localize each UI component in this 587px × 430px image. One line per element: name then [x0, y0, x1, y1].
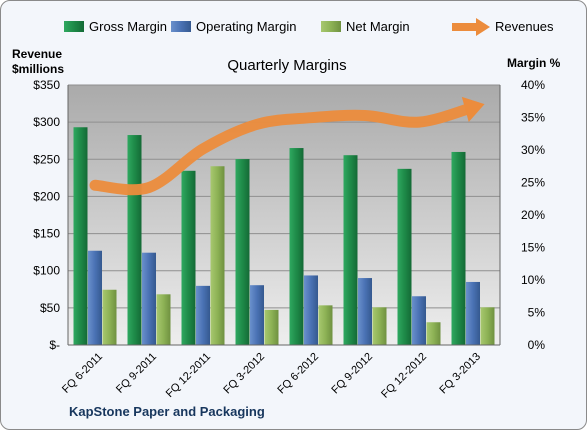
right-tick-label: 0% [528, 338, 546, 352]
x-tick-label: FQ 3-2013 [437, 351, 483, 397]
bar-gross-margin-fq-9-2012 [343, 155, 358, 345]
x-tick-label: FQ 9-2011 [114, 351, 159, 396]
legend-swatch-net-margin [321, 21, 341, 32]
x-tick-label: FQ 6-2012 [275, 351, 321, 397]
legend-swatch-operating-margin [171, 21, 191, 32]
left-tick-label: $250 [33, 152, 60, 166]
bar-net-margin-fq-6-2012 [318, 305, 333, 345]
x-tick-label: FQ 6-2011 [60, 351, 105, 396]
bar-gross-margin-fq-3-2012 [235, 159, 250, 345]
left-tick-label: $200 [33, 189, 60, 203]
right-tick-label: 35% [521, 111, 545, 125]
legend-label-gross-margin: Gross Margin [89, 19, 167, 34]
left-tick-label: $150 [33, 227, 60, 241]
right-tick-label: 10% [521, 273, 545, 287]
bar-net-margin-fq-12-2012 [426, 322, 441, 345]
right-tick-label: 25% [521, 176, 545, 190]
bar-operating-margin-fq-12-2011 [196, 285, 210, 345]
legend-label-operating-margin: Operating Margin [196, 19, 296, 34]
x-tick-label: FQ 12-2011 [164, 351, 213, 400]
right-tick-label: 15% [521, 241, 545, 255]
revenue-line-layer [89, 96, 485, 196]
left-tick-label: $- [49, 338, 60, 352]
bar-operating-margin-fq-3-2013 [466, 281, 480, 345]
chart-title: Quarterly Margins [227, 57, 346, 74]
bar-operating-margin-fq-3-2012 [250, 285, 264, 345]
bar-net-margin-fq-3-2012 [264, 309, 279, 345]
left-axis-label-line1: Revenue [12, 47, 62, 61]
revenue-line [89, 101, 479, 196]
bar-operating-margin-fq-6-2011 [88, 250, 102, 345]
bar-operating-margin-fq-9-2011 [142, 252, 156, 345]
bar-net-margin-fq-9-2012 [372, 307, 387, 345]
bar-gross-margin-fq-12-2011 [181, 170, 196, 345]
x-tick-label: FQ 9-2012 [329, 351, 375, 397]
right-axis-label: Margin % [507, 56, 561, 70]
legend-label-revenues: Revenues [495, 19, 554, 34]
legend-label-net-margin: Net Margin [346, 19, 410, 34]
left-tick-label: $50 [40, 301, 60, 315]
legend-swatch-gross-margin [64, 21, 84, 32]
x-tick-label: FQ 12-2012 [379, 351, 429, 401]
bar-net-margin-fq-3-2013 [480, 307, 495, 345]
left-tick-label: $300 [33, 115, 60, 129]
bar-net-margin-fq-9-2011 [156, 294, 171, 345]
left-tick-label: $100 [33, 264, 60, 278]
bar-gross-margin-fq-9-2011 [127, 135, 142, 345]
right-tick-label: 40% [521, 78, 545, 92]
bar-net-margin-fq-6-2011 [102, 289, 117, 345]
bar-gross-margin-fq-12-2012 [397, 168, 412, 345]
company-name: KapStone Paper and Packaging [69, 404, 265, 419]
bar-gross-margin-fq-6-2011 [73, 127, 88, 345]
right-tick-label: 30% [521, 143, 545, 157]
revenue-arrowhead [461, 96, 485, 122]
bars-layer [73, 127, 495, 345]
bar-operating-margin-fq-12-2012 [412, 296, 426, 345]
x-tick-label: FQ 3-2012 [221, 351, 267, 397]
bar-operating-margin-fq-6-2012 [304, 275, 318, 345]
bar-gross-margin-fq-6-2012 [289, 148, 304, 345]
legend: Gross Margin Operating Margin Net Margin Re… [64, 18, 554, 36]
left-axis-label-line2: $millions [12, 62, 64, 76]
right-tick-label: 20% [521, 208, 545, 222]
bar-operating-margin-fq-9-2012 [358, 278, 372, 345]
left-tick-label: $350 [33, 78, 60, 92]
bar-net-margin-fq-12-2011 [210, 166, 225, 345]
right-tick-label: 5% [528, 306, 546, 320]
legend-arrowhead [476, 18, 490, 36]
bar-gross-margin-fq-3-2013 [451, 151, 466, 345]
